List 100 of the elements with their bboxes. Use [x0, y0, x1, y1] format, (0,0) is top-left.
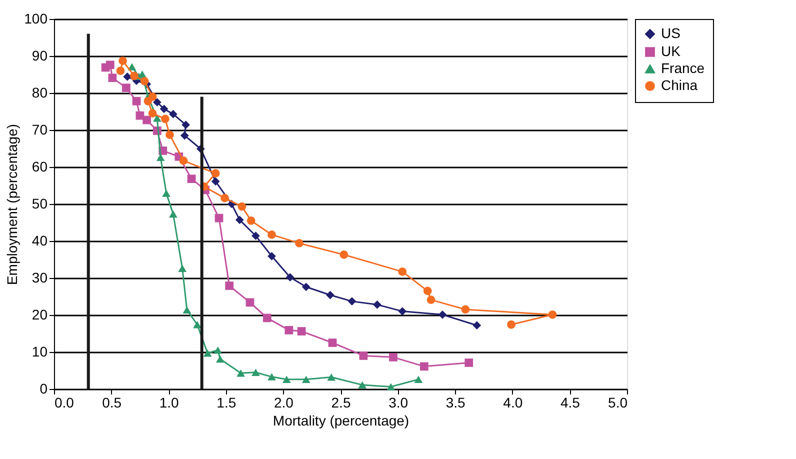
point [461, 305, 470, 314]
point [220, 194, 229, 202]
point [187, 174, 196, 184]
point [389, 352, 398, 362]
point [246, 216, 256, 225]
point [398, 307, 407, 316]
point [152, 114, 162, 122]
legend-label: China [661, 77, 698, 93]
point [282, 376, 291, 384]
point [438, 310, 447, 319]
point [182, 306, 192, 314]
point [140, 76, 149, 86]
y-tick-label: 40 [32, 232, 48, 248]
point [214, 346, 222, 354]
y-tick-label: 20 [32, 306, 48, 322]
point [420, 362, 428, 371]
point [116, 66, 125, 75]
point [268, 252, 276, 260]
point [262, 314, 272, 322]
point [108, 74, 117, 82]
point [358, 381, 366, 389]
point [162, 190, 170, 197]
point [252, 368, 260, 376]
y-tick-label: 50 [32, 196, 48, 212]
y-tick-label: 90 [32, 48, 48, 64]
point [268, 373, 276, 380]
point [464, 358, 474, 367]
x-tick-label: 3.5 [446, 394, 466, 410]
point [238, 202, 246, 211]
point [235, 216, 244, 224]
point [211, 169, 220, 178]
y-tick-label: 60 [32, 158, 48, 174]
x-tick-label: 4.0 [503, 394, 523, 410]
point [252, 232, 260, 240]
x-tick-label: 2.0 [274, 394, 294, 410]
point [423, 286, 432, 296]
point [106, 60, 114, 70]
point [348, 297, 356, 306]
point [507, 320, 516, 329]
point [152, 98, 162, 106]
point [297, 327, 306, 336]
y-tick-label: 70 [32, 122, 48, 138]
point [193, 320, 202, 328]
point [156, 154, 165, 162]
y-tick-label: 100 [24, 10, 48, 26]
y-tick-label: 30 [32, 270, 48, 286]
point [472, 321, 482, 330]
point [169, 210, 178, 218]
x-tick-label: 2.5 [331, 394, 351, 410]
point [326, 290, 334, 300]
point [144, 96, 152, 106]
point [286, 273, 294, 282]
point [211, 177, 220, 186]
point [340, 250, 348, 259]
point [160, 104, 168, 114]
point [328, 338, 337, 347]
point [214, 214, 224, 222]
x-tick-label: 3.0 [388, 394, 408, 410]
point [359, 352, 368, 360]
point [148, 109, 157, 118]
point [130, 72, 138, 80]
point [182, 120, 190, 130]
x-tick-label: 1.0 [159, 394, 180, 410]
y-tick-label: 0 [40, 380, 48, 396]
point [386, 383, 396, 390]
point [179, 156, 188, 165]
x-tick-label: 5.0 [608, 394, 628, 410]
point [236, 369, 245, 377]
x-tick-label: 0.0 [54, 394, 74, 410]
x-tick-label: 4.5 [560, 394, 580, 410]
point [118, 56, 127, 65]
point [203, 349, 212, 357]
point [268, 230, 276, 239]
point [302, 282, 310, 292]
x-tick-label: 1.5 [216, 394, 236, 410]
x-tick-label: 0.5 [102, 394, 122, 410]
point [160, 114, 170, 124]
point [169, 110, 178, 118]
legend-label: France [661, 60, 705, 76]
point [284, 326, 294, 334]
point [166, 130, 174, 139]
point [426, 296, 436, 304]
y-axis-title: Employment (percentage) [4, 124, 20, 286]
point [216, 355, 224, 363]
legend-label: UK [661, 43, 682, 59]
point [122, 84, 130, 92]
legend-label: US [661, 25, 680, 41]
point [295, 239, 304, 248]
point [372, 300, 382, 309]
y-tick-label: 10 [32, 344, 48, 360]
point [414, 376, 423, 384]
point [225, 282, 234, 290]
y-tick-label: 80 [32, 84, 48, 100]
point [548, 310, 557, 319]
point [132, 96, 141, 106]
point [142, 116, 152, 124]
point [398, 268, 407, 276]
point [327, 374, 336, 381]
point [302, 376, 310, 384]
point [246, 298, 254, 307]
